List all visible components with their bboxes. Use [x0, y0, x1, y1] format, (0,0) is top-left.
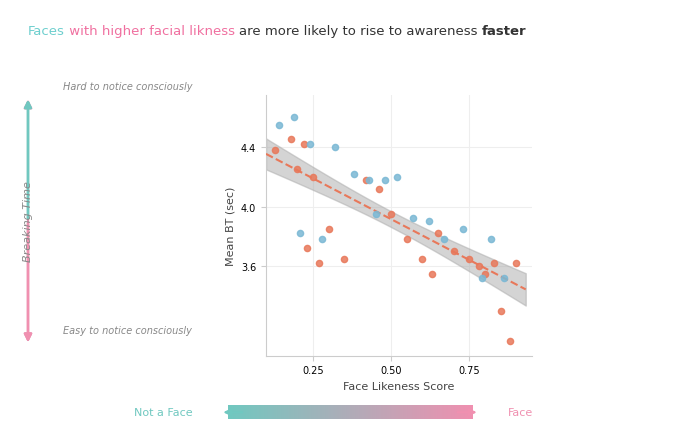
Point	[323, 226, 334, 233]
Point	[448, 248, 459, 255]
Point	[386, 211, 397, 218]
Point	[486, 237, 497, 243]
Point	[433, 230, 444, 237]
Text: with higher facial likness: with higher facial likness	[65, 25, 239, 38]
Text: Breaking Time: Breaking Time	[23, 181, 33, 262]
Point	[307, 174, 318, 181]
Point	[298, 141, 309, 148]
Text: Not a Face: Not a Face	[134, 408, 192, 417]
Point	[480, 270, 491, 277]
Point	[316, 237, 328, 243]
Point	[417, 256, 428, 263]
Point	[473, 263, 484, 270]
Point	[370, 211, 381, 218]
Point	[511, 260, 522, 267]
Point	[304, 141, 316, 148]
Point	[329, 144, 340, 151]
Y-axis label: Mean BT (sec): Mean BT (sec)	[225, 186, 235, 265]
Point	[426, 270, 438, 277]
X-axis label: Face Likeness Score: Face Likeness Score	[343, 381, 455, 391]
Point	[270, 147, 281, 154]
Point	[295, 230, 306, 237]
Text: Hard to notice consciously: Hard to notice consciously	[63, 82, 193, 92]
Point	[458, 226, 469, 233]
Point	[439, 237, 450, 243]
Point	[364, 177, 375, 184]
Point	[392, 174, 403, 181]
Point	[498, 275, 510, 282]
Point	[401, 237, 412, 243]
Point	[288, 114, 300, 121]
Point	[505, 338, 516, 345]
Point	[423, 218, 434, 225]
Text: Easy to notice consciously: Easy to notice consciously	[63, 325, 192, 335]
Text: Faces: Faces	[28, 25, 65, 38]
Point	[476, 275, 487, 282]
Point	[464, 256, 475, 263]
Text: Face: Face	[508, 408, 533, 417]
Text: faster: faster	[482, 25, 526, 38]
Point	[407, 216, 419, 223]
Point	[286, 137, 297, 144]
Point	[360, 177, 372, 184]
Point	[339, 256, 350, 263]
Text: are more likely to rise to awareness: are more likely to rise to awareness	[239, 25, 482, 38]
Point	[379, 177, 391, 184]
Point	[348, 171, 359, 178]
Point	[489, 260, 500, 267]
Point	[292, 166, 303, 173]
Point	[273, 122, 284, 129]
Point	[373, 186, 384, 193]
Point	[314, 260, 325, 267]
Point	[301, 245, 312, 252]
Point	[495, 308, 506, 315]
